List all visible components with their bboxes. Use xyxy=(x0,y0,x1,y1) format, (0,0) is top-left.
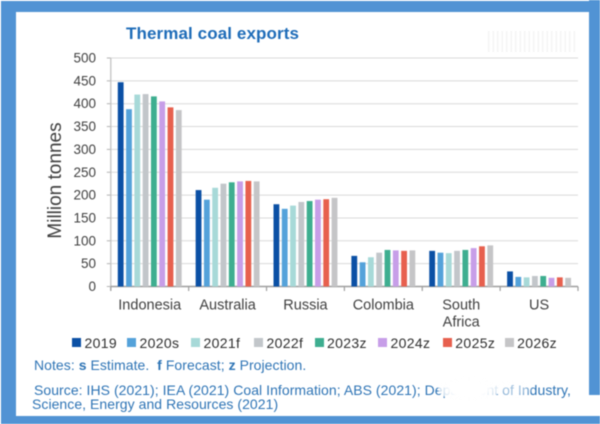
svg-text:Million tonnes: Million tonnes xyxy=(45,122,66,238)
svg-text:400: 400 xyxy=(73,96,96,111)
svg-text:100: 100 xyxy=(73,233,96,248)
svg-text:450: 450 xyxy=(73,73,96,88)
svg-text:250: 250 xyxy=(73,165,96,180)
svg-text:South: South xyxy=(442,298,480,314)
svg-text:0: 0 xyxy=(88,279,96,294)
svg-text:Russia: Russia xyxy=(283,298,328,314)
svg-text:150: 150 xyxy=(73,210,96,225)
svg-text:350: 350 xyxy=(73,119,96,134)
svg-text:200: 200 xyxy=(73,188,96,203)
svg-text:Australia: Australia xyxy=(199,298,256,314)
svg-text:US: US xyxy=(529,298,549,314)
svg-text:Africa: Africa xyxy=(443,315,481,331)
svg-text:Indonesia: Indonesia xyxy=(118,298,182,314)
svg-text:Colombia: Colombia xyxy=(353,298,415,314)
svg-text:50: 50 xyxy=(81,256,96,271)
svg-text:300: 300 xyxy=(73,142,96,157)
svg-text:500: 500 xyxy=(73,51,96,66)
